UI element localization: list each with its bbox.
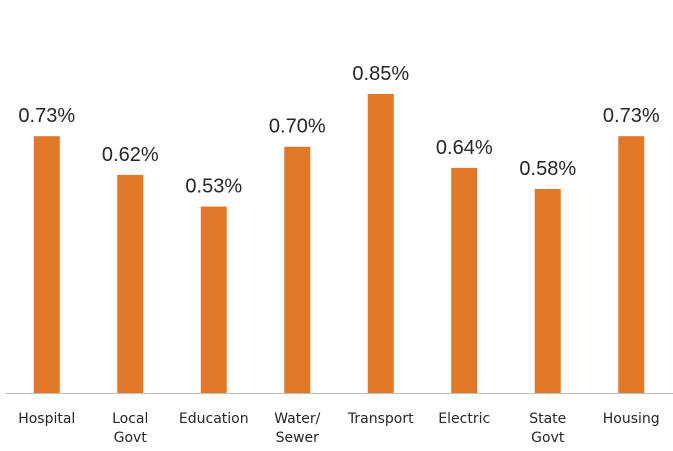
data-label: 0.53% xyxy=(185,176,242,198)
data-label: 0.64% xyxy=(436,137,493,159)
category-label: Electric xyxy=(438,411,490,427)
bars-group xyxy=(33,93,645,393)
category-label: Transport xyxy=(347,411,414,427)
data-label: 0.58% xyxy=(519,158,576,180)
category-label: Govt xyxy=(531,430,565,446)
bar xyxy=(367,93,394,393)
category-label: Hospital xyxy=(18,411,75,427)
data-label: 0.73% xyxy=(603,105,660,127)
category-label: Sewer xyxy=(276,430,320,446)
data-label: 0.62% xyxy=(102,144,159,166)
category-label: Education xyxy=(179,411,249,427)
category-label: Housing xyxy=(603,411,660,427)
category-label: Local xyxy=(112,411,148,427)
bar xyxy=(534,188,561,393)
bar xyxy=(117,174,144,393)
data-label: 0.85% xyxy=(352,63,409,85)
category-label: Water/ xyxy=(274,411,320,427)
category-label: Govt xyxy=(114,430,148,446)
data-label: 0.70% xyxy=(269,116,326,138)
bar xyxy=(200,206,227,393)
category-label: State xyxy=(529,411,566,427)
bar xyxy=(33,136,60,393)
category-labels-group: Hospital Local Govt Education Water/Sewer Tra… xyxy=(18,411,660,446)
data-labels-group: 0.73% 0.62% 0.53% 0.70% 0.85% 0.64% 0.58% 0.73% xyxy=(18,63,659,198)
bar xyxy=(618,136,645,393)
data-label: 0.73% xyxy=(18,105,75,127)
bar xyxy=(451,167,478,393)
bar xyxy=(284,146,311,393)
